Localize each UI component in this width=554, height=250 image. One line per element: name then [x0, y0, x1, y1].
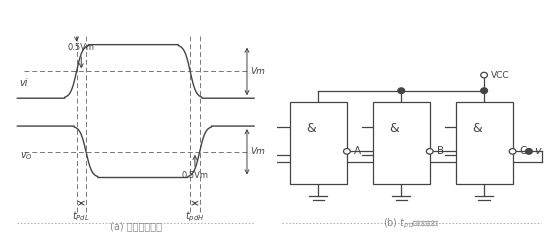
Text: v: v: [535, 146, 541, 156]
Circle shape: [427, 148, 433, 154]
Text: $t_{PdL}$: $t_{PdL}$: [73, 210, 90, 224]
Text: C: C: [520, 146, 527, 156]
Circle shape: [481, 88, 488, 94]
Text: $t_{pdH}$: $t_{pdH}$: [185, 210, 204, 224]
Text: $v_O$: $v_O$: [20, 150, 33, 162]
Bar: [373, 102, 430, 184]
Circle shape: [526, 148, 532, 154]
Text: VCC: VCC: [491, 70, 509, 80]
Text: 0.5Vm: 0.5Vm: [68, 43, 95, 52]
Text: vi: vi: [20, 78, 28, 88]
Text: &: &: [389, 122, 399, 135]
Circle shape: [481, 72, 488, 78]
Circle shape: [343, 148, 350, 154]
Text: Vm: Vm: [250, 147, 265, 156]
Text: 0.5Vm: 0.5Vm: [181, 171, 208, 180]
Circle shape: [509, 148, 516, 154]
Text: (b) $t_{pd}$的测试电路: (b) $t_{pd}$的测试电路: [383, 217, 440, 231]
Text: A: A: [354, 146, 361, 156]
Text: (a) 传输延迟特性: (a) 传输延迟特性: [110, 221, 162, 231]
Circle shape: [398, 88, 404, 94]
Text: Vm: Vm: [250, 67, 265, 76]
Text: &: &: [473, 122, 482, 135]
Text: &: &: [307, 122, 316, 135]
Bar: [455, 102, 512, 184]
Text: B: B: [437, 146, 444, 156]
Bar: [290, 102, 347, 184]
